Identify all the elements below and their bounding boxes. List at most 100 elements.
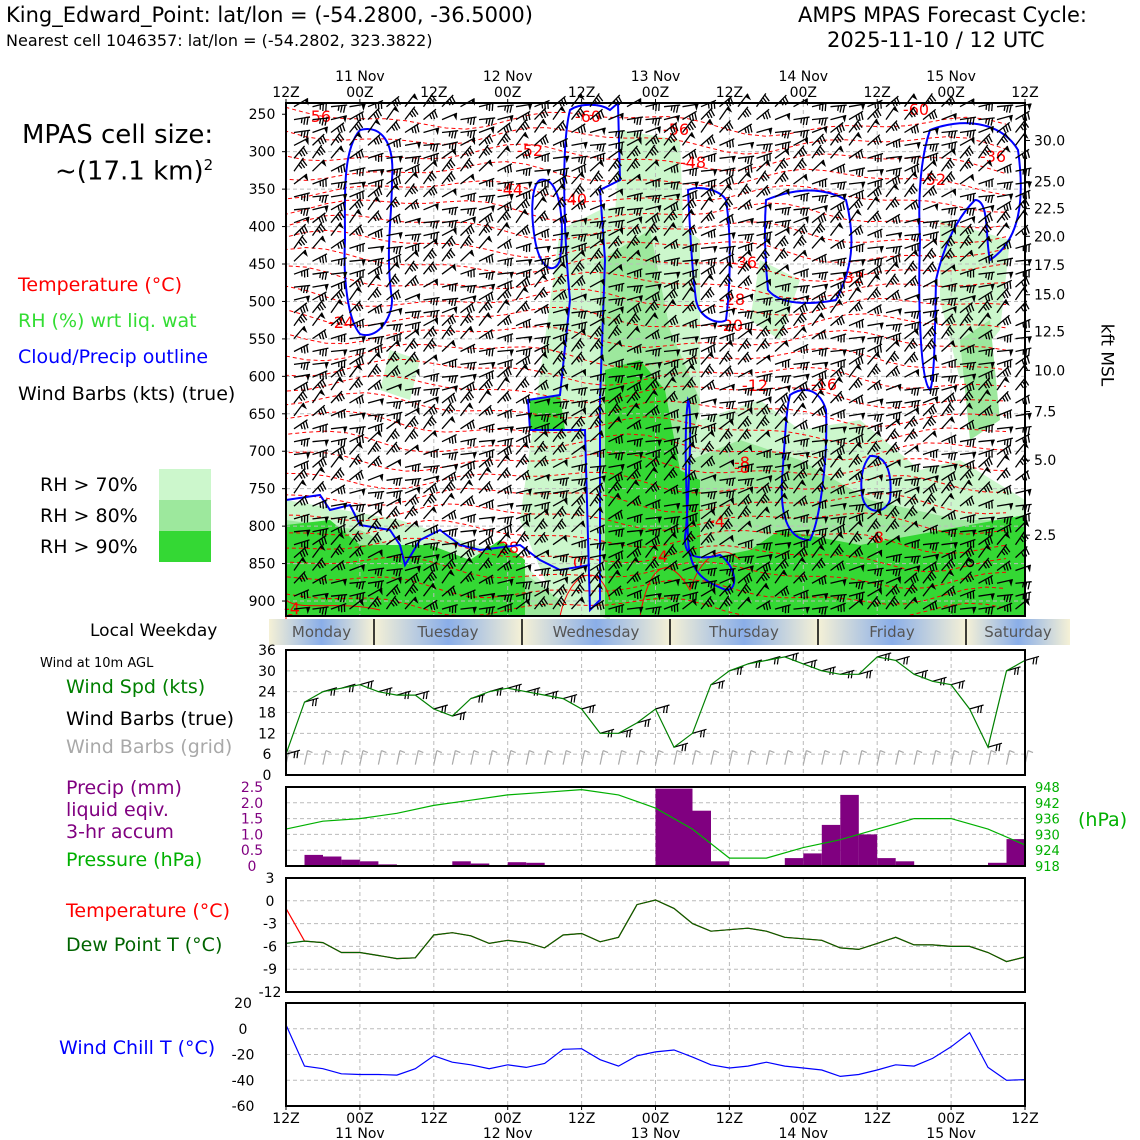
wind-barb (293, 129, 311, 139)
wind-barb-tick (781, 161, 787, 169)
isotherm-label: -4 (284, 599, 300, 618)
wind-barb-flag (856, 132, 863, 139)
wind-barb-tick (724, 126, 729, 132)
wind-barb-tick (985, 104, 988, 110)
rh-legend-80: RH > 80% (40, 505, 138, 527)
wind-barb-tick (987, 118, 991, 126)
wind-barb-tick (800, 208, 803, 214)
wind-barb-tick (431, 112, 436, 120)
wind-barb-tick (855, 349, 858, 355)
wind-barb-tick (539, 139, 544, 145)
wind-barb-tick (988, 104, 991, 112)
wind-barb-tick (298, 164, 303, 169)
wind-barb-tick (1027, 434, 1031, 443)
wind-barb-tick (874, 414, 877, 421)
wind-barb-tick (781, 453, 784, 459)
wind-barb-tick (839, 166, 843, 174)
wind-barb-tick (929, 311, 932, 317)
wind-barb (774, 148, 790, 159)
wind-barb-tick (805, 130, 809, 139)
wind-barb-tick (467, 118, 470, 124)
wind-barb-tick (486, 426, 488, 432)
wind-barb-tick (411, 311, 414, 317)
wind-barb-tick (325, 103, 327, 111)
wind-barb-tick (577, 127, 581, 134)
wind-barb-tick (750, 164, 753, 173)
wind-barb-tick (1001, 138, 1006, 144)
wind-barb-tick (299, 161, 306, 169)
wind-barb (349, 110, 365, 122)
wind-barb (996, 114, 1013, 123)
wind-barb (811, 133, 827, 146)
wind-barb-tick (652, 273, 655, 279)
wind-barb-tick (598, 112, 602, 120)
wind-barb (996, 145, 1011, 159)
wind-barb (293, 145, 308, 159)
wind-barb-flag (750, 142, 755, 150)
wind-barb-tick (393, 123, 399, 131)
wind-barb-tick (766, 110, 771, 119)
wind-barb-tick (597, 451, 599, 457)
wind-barb-tick (837, 439, 840, 446)
wind-barb-flag (838, 145, 844, 153)
wind-barb (830, 121, 845, 134)
wind-barb (533, 118, 548, 133)
wind-barb-tick (985, 451, 988, 457)
wind-barb (682, 103, 699, 111)
precip-label-3: 3-hr accum (66, 821, 174, 843)
wind-barb-tick (504, 182, 507, 188)
wind-barb-tick (395, 121, 401, 129)
wind-barb-flag (432, 160, 438, 168)
wind-barb-tick (913, 156, 917, 164)
wind-barb-tick (486, 452, 488, 458)
wind-barb-tick (964, 164, 969, 169)
wind-barb-tick (689, 169, 692, 175)
wind-barb-tick (339, 125, 343, 133)
wind-barb-tick (595, 114, 599, 120)
wind-barb-tick (340, 165, 343, 174)
wind-barb-tick (358, 114, 362, 122)
wind-barb (756, 159, 771, 172)
wind-barb-flag (1027, 336, 1032, 344)
cell-size-title: MPAS cell size: (22, 120, 214, 150)
wind-barb (793, 137, 809, 146)
wind-barb-tick (911, 323, 914, 329)
wind-barb-tick (1022, 271, 1025, 277)
wind-barb-tick (823, 117, 827, 126)
wind-barb-tick (525, 113, 528, 122)
wind-barb (404, 163, 421, 174)
wind-barb-tick (818, 273, 821, 279)
wind-barb-tick (565, 139, 568, 148)
wind-barb-tick (541, 155, 544, 161)
wind-barb-tick (411, 323, 414, 329)
wind-barb-tick (691, 168, 695, 177)
legend-barbs: Wind Barbs (kts) (true) (18, 383, 236, 405)
wind-barb-tick (670, 439, 673, 446)
wind-barb-flag (304, 137, 309, 146)
wind-barb-tick (853, 125, 858, 131)
wind-barb (959, 157, 974, 172)
wind-barb-tick (675, 105, 679, 113)
wind-barb (848, 148, 864, 160)
wind-barb-flag (726, 106, 733, 113)
wind-barb-tick (541, 414, 544, 421)
wind-barb-tick (933, 110, 938, 119)
wind-barb-flag (505, 145, 511, 153)
wind-barb-tick (762, 114, 766, 120)
wind-barb-tick (543, 109, 549, 117)
wind-barb-tick (669, 127, 673, 133)
wind-barb-tick (691, 113, 695, 122)
wind-barb (404, 141, 422, 150)
wind-barb-tick (469, 130, 473, 139)
wind-barb-tick (649, 151, 654, 156)
wind-barb-tick (431, 94, 437, 102)
wind-barb-tick (800, 195, 803, 201)
wind-barb (700, 118, 714, 133)
wind-barb-tick (763, 144, 766, 150)
wind-barb (848, 103, 866, 111)
wind-barb-tick (635, 147, 641, 155)
wind-barb-tick (355, 115, 359, 121)
wind-barb (608, 112, 624, 121)
wind-barb-tick (430, 233, 433, 239)
wind-barb-tick (395, 169, 399, 177)
